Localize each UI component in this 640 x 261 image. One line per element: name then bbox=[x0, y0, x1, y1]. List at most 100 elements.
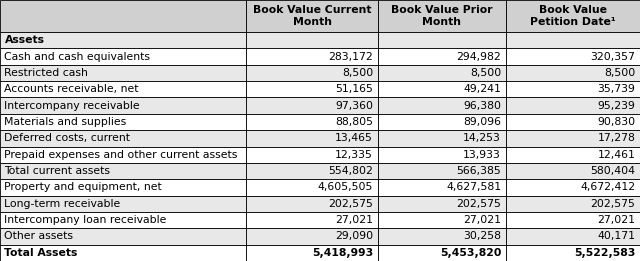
Bar bbox=[0, 212, 246, 228]
Bar bbox=[506, 0, 640, 32]
Text: Total current assets: Total current assets bbox=[4, 166, 111, 176]
Text: Property and equipment, net: Property and equipment, net bbox=[4, 182, 162, 192]
Text: 320,357: 320,357 bbox=[591, 51, 636, 62]
Bar bbox=[506, 97, 640, 114]
Text: 97,360: 97,360 bbox=[335, 100, 373, 111]
Bar bbox=[246, 212, 378, 228]
Text: 8,500: 8,500 bbox=[470, 68, 501, 78]
Bar bbox=[506, 114, 640, 130]
Text: Book Value Current
Month: Book Value Current Month bbox=[253, 5, 371, 27]
Bar bbox=[378, 130, 506, 146]
Bar bbox=[0, 97, 246, 114]
Bar bbox=[378, 48, 506, 65]
Text: 8,500: 8,500 bbox=[604, 68, 636, 78]
Text: Restricted cash: Restricted cash bbox=[4, 68, 88, 78]
Text: 580,404: 580,404 bbox=[591, 166, 636, 176]
Bar bbox=[378, 0, 506, 32]
Bar bbox=[378, 228, 506, 245]
Text: 49,241: 49,241 bbox=[463, 84, 501, 94]
Text: 90,830: 90,830 bbox=[597, 117, 636, 127]
Text: 35,739: 35,739 bbox=[598, 84, 636, 94]
Bar bbox=[0, 146, 246, 163]
Bar bbox=[0, 48, 246, 65]
Bar bbox=[0, 32, 246, 48]
Bar bbox=[0, 65, 246, 81]
Bar bbox=[246, 65, 378, 81]
Bar bbox=[378, 163, 506, 179]
Bar bbox=[246, 228, 378, 245]
Text: Prepaid expenses and other current assets: Prepaid expenses and other current asset… bbox=[4, 150, 238, 160]
Text: 12,335: 12,335 bbox=[335, 150, 373, 160]
Text: 12,461: 12,461 bbox=[598, 150, 636, 160]
Text: Book Value Prior
Month: Book Value Prior Month bbox=[391, 5, 492, 27]
Text: 13,465: 13,465 bbox=[335, 133, 373, 143]
Bar bbox=[0, 114, 246, 130]
Bar bbox=[246, 245, 378, 261]
Text: 566,385: 566,385 bbox=[456, 166, 501, 176]
Bar bbox=[0, 0, 246, 32]
Text: Book Value
Petition Date¹: Book Value Petition Date¹ bbox=[530, 5, 616, 27]
Bar bbox=[246, 195, 378, 212]
Text: 27,021: 27,021 bbox=[463, 215, 501, 225]
Bar bbox=[378, 245, 506, 261]
Text: 13,933: 13,933 bbox=[463, 150, 501, 160]
Text: 17,278: 17,278 bbox=[598, 133, 636, 143]
Text: 29,090: 29,090 bbox=[335, 232, 373, 241]
Text: 5,418,993: 5,418,993 bbox=[312, 248, 373, 258]
Bar bbox=[506, 81, 640, 97]
Bar bbox=[378, 179, 506, 195]
Bar bbox=[378, 81, 506, 97]
Text: 4,627,581: 4,627,581 bbox=[446, 182, 501, 192]
Text: 4,672,412: 4,672,412 bbox=[580, 182, 636, 192]
Text: 89,096: 89,096 bbox=[463, 117, 501, 127]
Bar bbox=[506, 48, 640, 65]
Text: Long-term receivable: Long-term receivable bbox=[4, 199, 121, 209]
Text: 40,171: 40,171 bbox=[598, 232, 636, 241]
Text: 8,500: 8,500 bbox=[342, 68, 373, 78]
Bar bbox=[506, 212, 640, 228]
Text: Intercompany loan receivable: Intercompany loan receivable bbox=[4, 215, 167, 225]
Bar bbox=[0, 228, 246, 245]
Text: 5,453,820: 5,453,820 bbox=[440, 248, 501, 258]
Text: Materials and supplies: Materials and supplies bbox=[4, 117, 127, 127]
Text: Cash and cash equivalents: Cash and cash equivalents bbox=[4, 51, 150, 62]
Text: Accounts receivable, net: Accounts receivable, net bbox=[4, 84, 139, 94]
Bar bbox=[506, 245, 640, 261]
Bar bbox=[506, 228, 640, 245]
Text: Total Assets: Total Assets bbox=[4, 248, 78, 258]
Bar bbox=[246, 179, 378, 195]
Bar bbox=[246, 130, 378, 146]
Bar bbox=[506, 195, 640, 212]
Text: 202,575: 202,575 bbox=[456, 199, 501, 209]
Bar bbox=[246, 146, 378, 163]
Bar bbox=[246, 114, 378, 130]
Text: 202,575: 202,575 bbox=[591, 199, 636, 209]
Bar bbox=[0, 163, 246, 179]
Text: 30,258: 30,258 bbox=[463, 232, 501, 241]
Text: 202,575: 202,575 bbox=[328, 199, 373, 209]
Bar bbox=[246, 81, 378, 97]
Text: 5,522,583: 5,522,583 bbox=[574, 248, 636, 258]
Bar bbox=[378, 146, 506, 163]
Text: 4,605,505: 4,605,505 bbox=[317, 182, 373, 192]
Bar bbox=[246, 48, 378, 65]
Bar bbox=[506, 163, 640, 179]
Bar bbox=[0, 179, 246, 195]
Bar bbox=[378, 32, 506, 48]
Bar bbox=[0, 130, 246, 146]
Bar bbox=[378, 212, 506, 228]
Text: Other assets: Other assets bbox=[4, 232, 74, 241]
Bar bbox=[506, 130, 640, 146]
Text: 95,239: 95,239 bbox=[598, 100, 636, 111]
Text: 27,021: 27,021 bbox=[335, 215, 373, 225]
Text: 96,380: 96,380 bbox=[463, 100, 501, 111]
Text: Assets: Assets bbox=[4, 35, 45, 45]
Bar bbox=[246, 97, 378, 114]
Bar bbox=[506, 32, 640, 48]
Bar bbox=[378, 65, 506, 81]
Bar bbox=[0, 245, 246, 261]
Bar bbox=[0, 81, 246, 97]
Text: 51,165: 51,165 bbox=[335, 84, 373, 94]
Bar bbox=[378, 114, 506, 130]
Bar bbox=[506, 65, 640, 81]
